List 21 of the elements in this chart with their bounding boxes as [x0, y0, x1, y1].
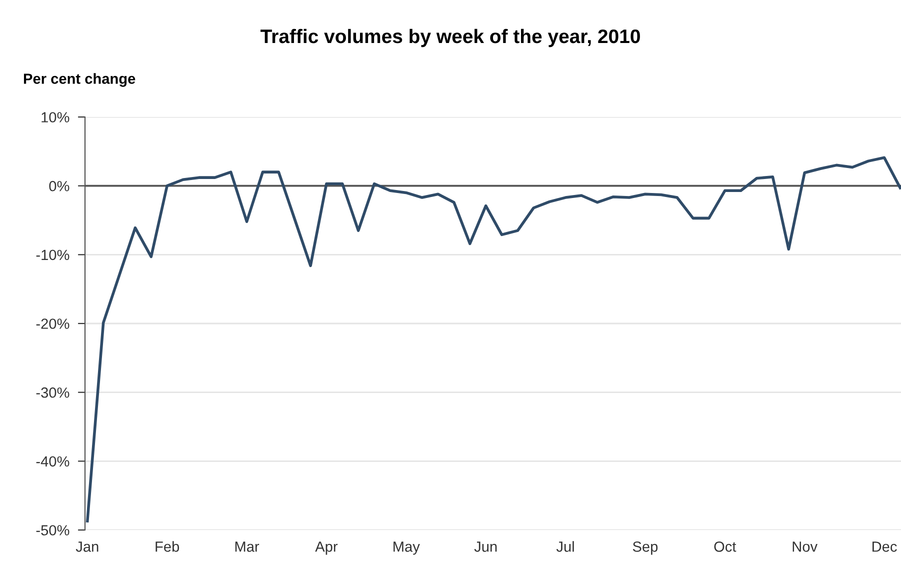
x-tick-label: Apr [315, 542, 338, 555]
y-tick-label: -10% [36, 250, 70, 260]
y-tick-label: 0% [49, 180, 70, 192]
y-tick-label: -50% [36, 525, 70, 536]
chart-title: Traffic volumes by week of the year, 2010 [260, 28, 640, 48]
y-tick-label: 10% [42, 112, 70, 122]
x-tick-label: Mar [235, 542, 260, 552]
y-tick-label: -40% [36, 456, 70, 467]
x-tick-label: Jan [76, 542, 98, 552]
x-tick-label: Sep [632, 541, 658, 555]
x-tick-label: Dec [872, 542, 897, 552]
x-tick-label: May [394, 542, 420, 555]
x-tick-label: Oct [714, 541, 736, 552]
x-tick-label: Feb [156, 541, 180, 552]
y-tick-label: -30% [36, 387, 70, 398]
x-tick-label: Nov [792, 542, 818, 552]
y-axis-title: Per cent change [24, 73, 136, 87]
x-tick-label: Jul [556, 541, 574, 552]
y-tick-label: -20% [36, 318, 70, 329]
line-series [86, 156, 901, 522]
x-tick-label: Jun [474, 542, 497, 552]
